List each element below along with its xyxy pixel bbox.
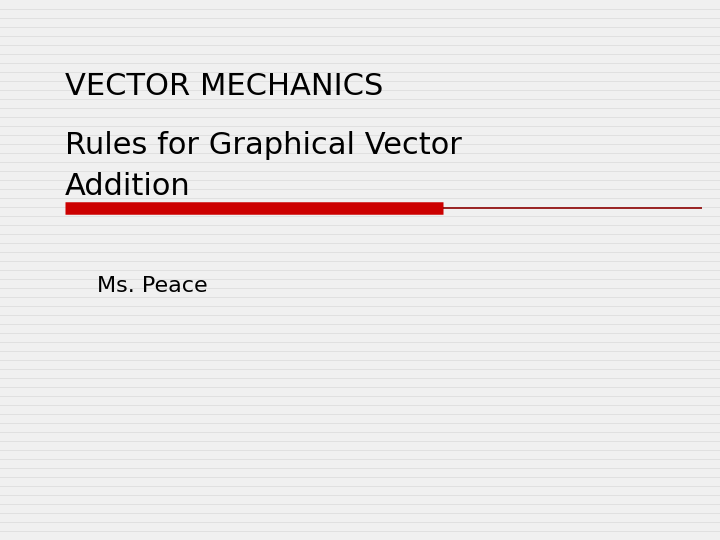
Text: Addition: Addition: [65, 172, 191, 201]
Text: VECTOR MECHANICS: VECTOR MECHANICS: [65, 72, 383, 101]
Text: Rules for Graphical Vector: Rules for Graphical Vector: [65, 131, 462, 160]
Text: Ms. Peace: Ms. Peace: [97, 276, 208, 296]
